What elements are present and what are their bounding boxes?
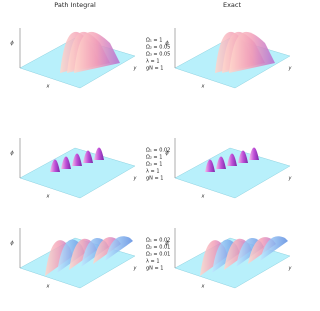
- surface-peak: [249, 147, 259, 160]
- axis-label: ϕ: [165, 151, 169, 157]
- axis-label: x: [201, 284, 205, 290]
- surface-peak: [227, 153, 237, 166]
- parameter: Ω₁ = 0.02: [146, 148, 170, 154]
- parameter: λ = 1: [146, 259, 160, 265]
- parameter: Ω₃ = 0.01: [146, 252, 170, 258]
- axis-label: y: [288, 176, 293, 182]
- surface-ridge: [260, 236, 288, 261]
- surface-base: [174, 147, 291, 199]
- surface-ridge: [229, 31, 275, 73]
- axis-label: x: [201, 194, 205, 200]
- axis-label: ϕ: [10, 151, 14, 157]
- axis-label: x: [46, 284, 50, 290]
- surface-ridge: [105, 236, 133, 261]
- parameter: Ω₁ = 1: [146, 38, 162, 44]
- parameter: Ω₂ = 0.05: [146, 45, 170, 51]
- surface-peak: [61, 156, 71, 169]
- surface-peak: [216, 156, 226, 169]
- axis-label: x: [46, 84, 50, 90]
- parameter: λ = 1: [146, 169, 160, 175]
- parameter: Ω₂ = 0.01: [146, 245, 170, 251]
- axis-label: ϕ: [165, 241, 169, 247]
- parameter: λ = 1: [146, 59, 160, 65]
- surface-peak: [205, 159, 215, 172]
- parameter: Ω₃ = 1: [146, 162, 162, 168]
- surface-peak: [94, 147, 104, 160]
- parameter: Ω₁ = 0.02: [146, 238, 170, 244]
- surface-base: [19, 147, 136, 199]
- page: {"columns": ["Path Integral", "Exact"], …: [10, 1, 293, 290]
- axis-label: y: [133, 266, 138, 272]
- surface-ridge: [74, 31, 120, 73]
- axis-label: ϕ: [10, 41, 14, 47]
- axis-label: ϕ: [165, 41, 169, 47]
- surface-peak: [83, 150, 93, 163]
- parameter: Ω₂ = 1: [146, 155, 162, 161]
- axis-label: x: [201, 84, 205, 90]
- axis-label: y: [288, 266, 293, 272]
- column-title: Exact: [223, 1, 242, 9]
- parameter: gN = 1: [146, 176, 163, 182]
- axis-label: y: [133, 176, 138, 182]
- column-title: Path Integral: [54, 1, 96, 9]
- surface-peak: [238, 150, 248, 163]
- axis-label: y: [288, 66, 293, 72]
- surface-peak: [50, 159, 60, 172]
- parameter: Ω₃ = 0.05: [146, 52, 170, 58]
- surface-peak: [72, 153, 82, 166]
- axis-label: y: [133, 66, 138, 72]
- parameter: gN = 1: [146, 66, 163, 72]
- parameter: gN = 1: [146, 266, 163, 272]
- axis-label: ϕ: [10, 241, 14, 247]
- axis-label: x: [46, 194, 50, 200]
